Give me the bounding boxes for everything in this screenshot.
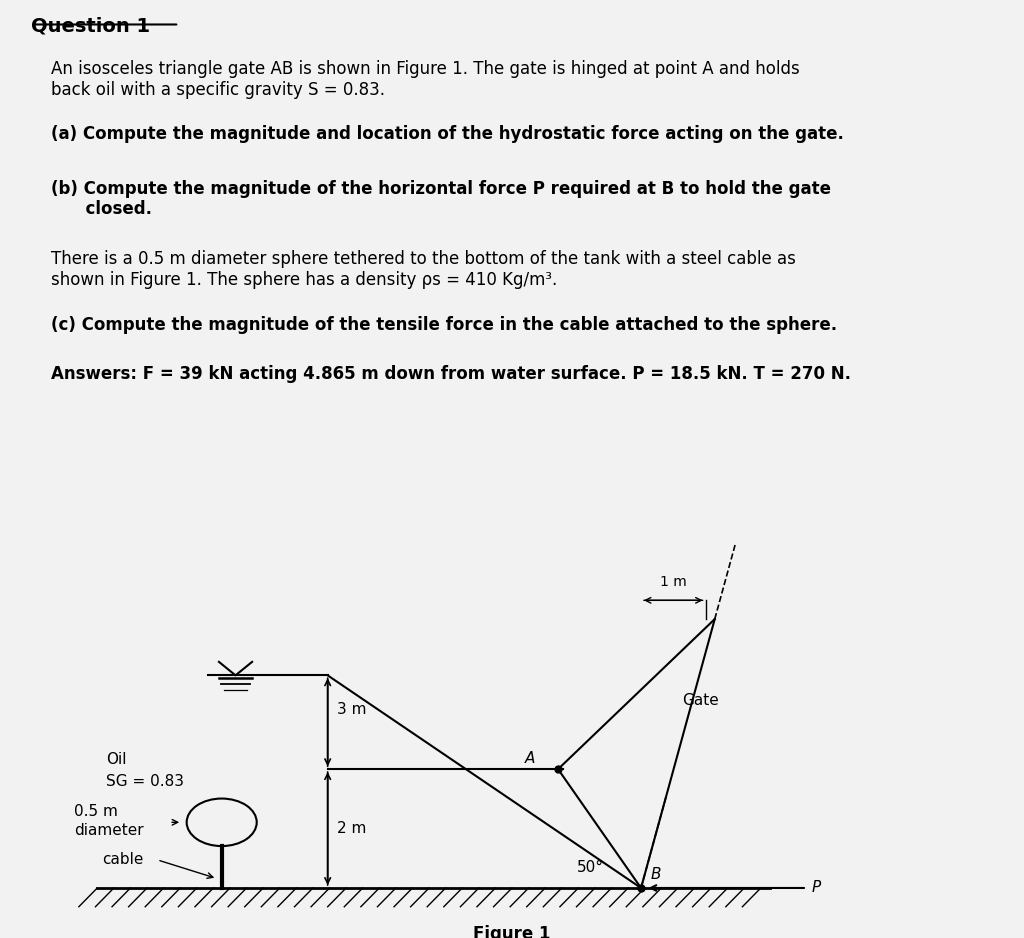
Text: Oil: Oil: [106, 752, 127, 767]
Text: An isosceles triangle gate AB is shown in Figure 1. The gate is hinged at point : An isosceles triangle gate AB is shown i…: [51, 60, 800, 98]
Text: Figure 1: Figure 1: [473, 926, 551, 938]
Text: (a) Compute the magnitude and location of the hydrostatic force acting on the ga: (a) Compute the magnitude and location o…: [51, 125, 844, 144]
Text: There is a 0.5 m diameter sphere tethered to the bottom of the tank with a steel: There is a 0.5 m diameter sphere tethere…: [51, 250, 796, 289]
Text: P: P: [812, 881, 821, 896]
Text: diameter: diameter: [75, 823, 143, 838]
Text: 3 m: 3 m: [337, 703, 367, 718]
Text: SG = 0.83: SG = 0.83: [106, 774, 184, 789]
Text: (b) Compute the magnitude of the horizontal force P required at B to hold the ga: (b) Compute the magnitude of the horizon…: [51, 179, 831, 219]
Text: A: A: [524, 751, 536, 766]
Text: 0.5 m: 0.5 m: [75, 804, 118, 819]
Text: Gate: Gate: [683, 693, 719, 708]
Text: 2 m: 2 m: [337, 821, 367, 836]
Text: 50°: 50°: [577, 860, 604, 875]
Text: B: B: [650, 867, 660, 882]
Text: 1 m: 1 m: [659, 575, 687, 589]
Text: (c) Compute the magnitude of the tensile force in the cable attached to the sphe: (c) Compute the magnitude of the tensile…: [51, 315, 838, 334]
Text: Question 1: Question 1: [31, 16, 150, 36]
Text: Answers: F = 39 kN acting 4.865 m down from water surface. P = 18.5 kN. T = 270 : Answers: F = 39 kN acting 4.865 m down f…: [51, 365, 851, 383]
Text: cable: cable: [102, 853, 143, 868]
